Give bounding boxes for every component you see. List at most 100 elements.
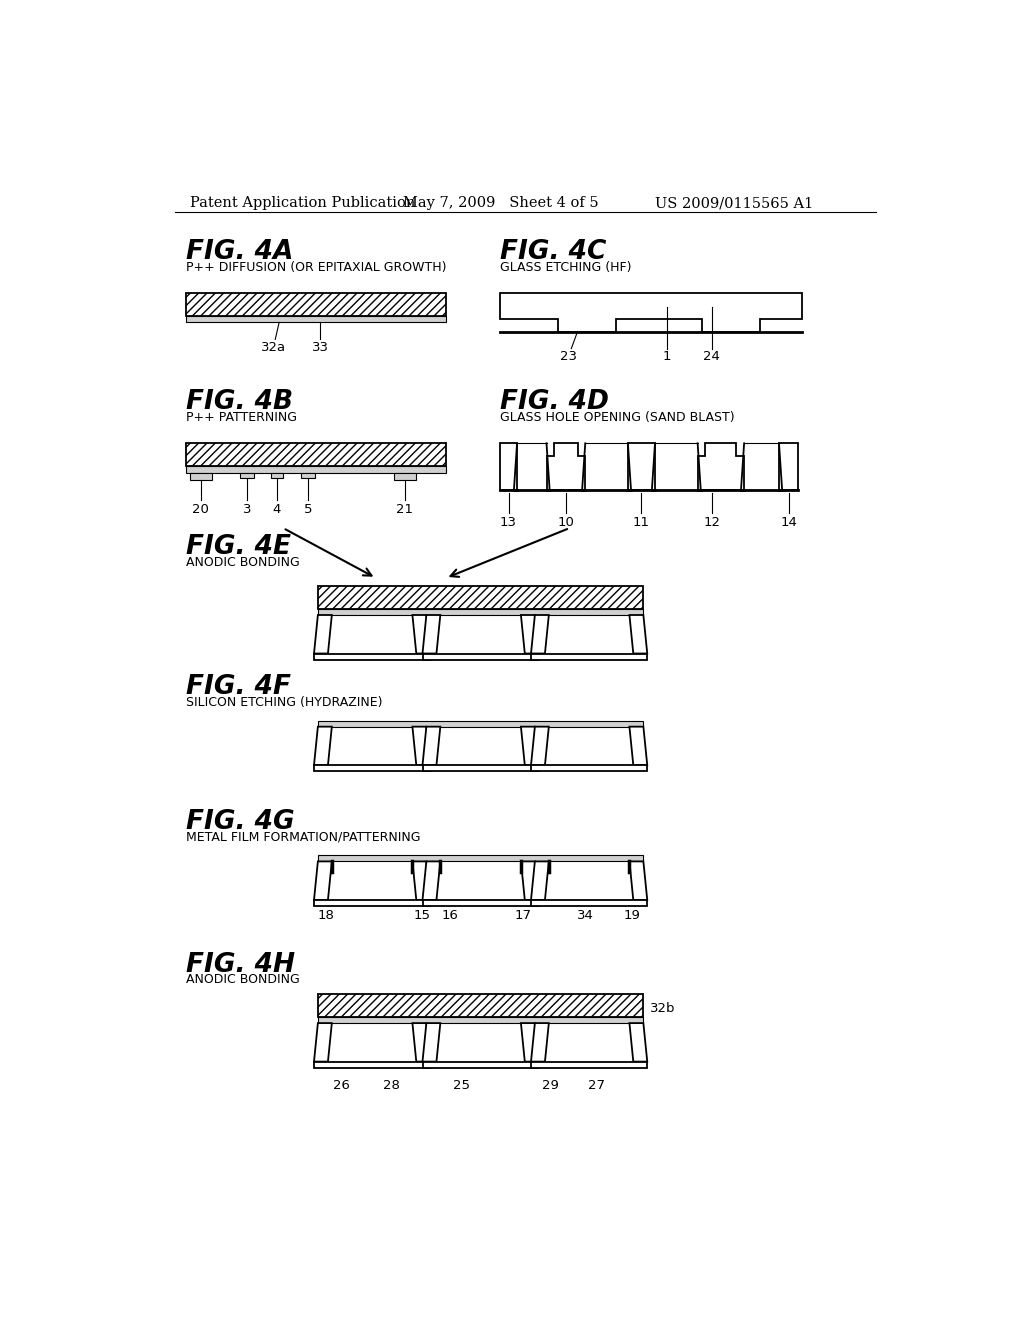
Bar: [317, 721, 643, 726]
Polygon shape: [423, 1023, 440, 1061]
Bar: [317, 609, 643, 615]
Polygon shape: [521, 862, 539, 900]
Text: 11: 11: [633, 516, 649, 529]
Text: 17: 17: [515, 909, 531, 923]
Text: 19: 19: [624, 909, 640, 923]
Text: 28: 28: [383, 1078, 400, 1092]
Bar: [186, 466, 445, 473]
Bar: [531, 900, 647, 906]
Text: 23: 23: [560, 350, 577, 363]
Text: 26: 26: [333, 1078, 349, 1092]
Polygon shape: [423, 862, 440, 900]
Polygon shape: [630, 862, 647, 900]
Bar: [317, 1016, 643, 1023]
Bar: [186, 293, 445, 317]
Polygon shape: [314, 726, 332, 766]
Text: ANODIC BONDING: ANODIC BONDING: [186, 556, 300, 569]
Polygon shape: [521, 726, 539, 766]
Bar: [531, 653, 647, 660]
Text: 16: 16: [441, 909, 458, 923]
Polygon shape: [413, 862, 430, 900]
Polygon shape: [531, 862, 549, 900]
Bar: [314, 653, 430, 660]
Text: ANODIC BONDING: ANODIC BONDING: [186, 973, 300, 986]
Bar: [531, 1061, 647, 1068]
Bar: [500, 444, 517, 490]
Text: FIG. 4C: FIG. 4C: [500, 239, 606, 265]
Text: 34: 34: [577, 909, 594, 923]
Text: 24: 24: [703, 350, 720, 363]
Text: METAL FILM FORMATION/PATTERNING: METAL FILM FORMATION/PATTERNING: [186, 830, 421, 843]
Bar: [186, 317, 445, 322]
Polygon shape: [314, 1023, 332, 1061]
Bar: [423, 900, 539, 906]
Text: P++ PATTERNING: P++ PATTERNING: [186, 411, 297, 424]
Bar: [271, 473, 283, 478]
Bar: [317, 994, 643, 1016]
Text: 18: 18: [317, 909, 334, 923]
Text: 3: 3: [243, 503, 252, 516]
Polygon shape: [547, 444, 586, 490]
Bar: [314, 900, 430, 906]
Text: 27: 27: [589, 1078, 605, 1092]
Bar: [314, 766, 430, 771]
Bar: [186, 444, 445, 466]
Polygon shape: [531, 1023, 549, 1061]
Polygon shape: [630, 615, 647, 653]
Text: 29: 29: [542, 1078, 559, 1092]
Text: 1: 1: [663, 350, 671, 363]
Polygon shape: [521, 1023, 539, 1061]
Text: 4: 4: [272, 503, 281, 516]
Bar: [423, 1061, 539, 1068]
Polygon shape: [423, 726, 440, 766]
Bar: [394, 473, 416, 480]
Text: 21: 21: [396, 503, 413, 516]
Text: SILICON ETCHING (HYDRAZINE): SILICON ETCHING (HYDRAZINE): [186, 696, 383, 709]
Text: FIG. 4G: FIG. 4G: [186, 809, 295, 836]
Polygon shape: [500, 293, 802, 331]
Bar: [423, 653, 539, 660]
Text: FIG. 4A: FIG. 4A: [186, 239, 294, 265]
Bar: [317, 586, 643, 609]
Text: 10: 10: [557, 516, 574, 529]
Polygon shape: [413, 1023, 430, 1061]
Bar: [190, 473, 212, 480]
Bar: [423, 766, 539, 771]
Bar: [314, 1061, 430, 1068]
Text: P++ DIFFUSION (OR EPITAXIAL GROWTH): P++ DIFFUSION (OR EPITAXIAL GROWTH): [186, 261, 446, 273]
Text: FIG. 4B: FIG. 4B: [186, 389, 293, 416]
Text: GLASS ETCHING (HF): GLASS ETCHING (HF): [500, 261, 632, 273]
Text: FIG. 4H: FIG. 4H: [186, 952, 295, 978]
Polygon shape: [314, 862, 332, 900]
Text: FIG. 4D: FIG. 4D: [500, 389, 609, 416]
Polygon shape: [423, 615, 440, 653]
Bar: [317, 855, 643, 862]
Bar: [628, 444, 655, 490]
Bar: [301, 473, 314, 478]
Polygon shape: [697, 444, 744, 490]
Polygon shape: [630, 1023, 647, 1061]
Text: 15: 15: [414, 909, 431, 923]
Polygon shape: [630, 726, 647, 766]
Bar: [779, 444, 799, 490]
Text: 14: 14: [780, 516, 798, 529]
Text: 25: 25: [453, 1078, 470, 1092]
Polygon shape: [531, 726, 549, 766]
Polygon shape: [413, 615, 430, 653]
Text: GLASS HOLE OPENING (SAND BLAST): GLASS HOLE OPENING (SAND BLAST): [500, 411, 734, 424]
Text: 32a: 32a: [261, 341, 287, 354]
Text: 33: 33: [311, 341, 329, 354]
Bar: [531, 766, 647, 771]
Text: 12: 12: [703, 516, 720, 529]
Text: 20: 20: [193, 503, 209, 516]
Text: Patent Application Publication: Patent Application Publication: [190, 197, 416, 210]
Polygon shape: [521, 615, 539, 653]
Text: FIG. 4F: FIG. 4F: [186, 675, 291, 701]
Text: May 7, 2009   Sheet 4 of 5: May 7, 2009 Sheet 4 of 5: [403, 197, 599, 210]
Text: US 2009/0115565 A1: US 2009/0115565 A1: [655, 197, 813, 210]
Bar: [241, 473, 254, 478]
Text: 5: 5: [303, 503, 312, 516]
Polygon shape: [314, 615, 332, 653]
Text: 32b: 32b: [649, 1002, 675, 1015]
Text: 13: 13: [500, 516, 517, 529]
